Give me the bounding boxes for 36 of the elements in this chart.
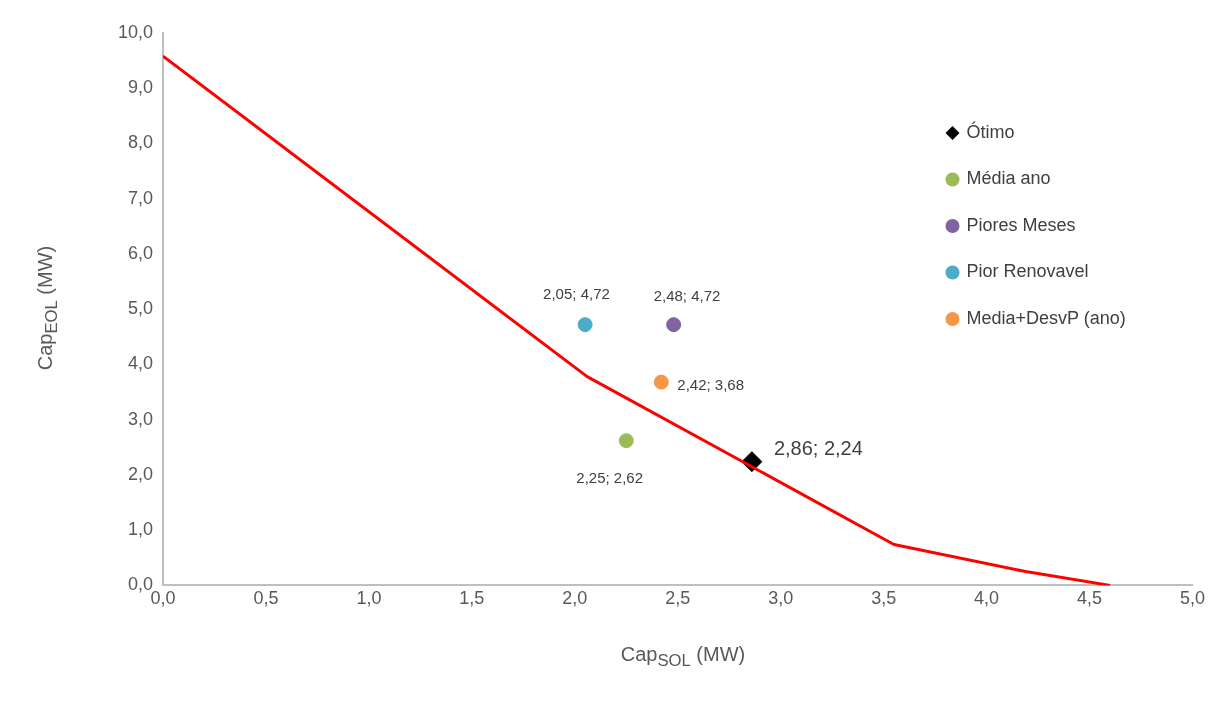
point — [618, 433, 634, 449]
y-tick-label: 8,0 — [128, 132, 154, 153]
y-tick-label: 3,0 — [128, 408, 154, 429]
x-tick-label: 2,5 — [665, 588, 691, 609]
y-tick-label: 9,0 — [128, 77, 154, 98]
x-tick-label: 4,5 — [1077, 588, 1103, 609]
y-tick-label: 7,0 — [128, 187, 154, 208]
point — [666, 317, 682, 333]
data-label: 2,48; 4,72 — [653, 286, 721, 304]
point — [653, 374, 669, 390]
x-tick-label: 1,0 — [356, 588, 382, 609]
x-tick-label: 0,5 — [253, 588, 279, 609]
point — [577, 317, 593, 333]
y-tick-label: 5,0 — [128, 298, 154, 319]
x-tick-label: 1,5 — [459, 588, 485, 609]
y-tick-label: 2,0 — [128, 463, 154, 484]
data-label: 2,05; 4,72 — [543, 284, 610, 302]
data-label: 2,86; 2,24 — [773, 437, 863, 460]
data-label: 2,42; 3,68 — [677, 376, 745, 394]
x-tick-label: 3,0 — [768, 588, 794, 609]
x-axis-title: Cap$_{SOL}$ (MW) — [619, 643, 747, 671]
x-tick-label: 2,0 — [562, 588, 588, 609]
y-tick-label: 4,0 — [128, 353, 154, 374]
legend-label: Media+DesvP (ano) — [966, 307, 1126, 328]
x-tick-label: 0,0 — [150, 588, 176, 609]
y-tick-label: 10,0 — [117, 21, 154, 42]
y-tick-label: 1,0 — [128, 519, 154, 540]
x-tick-label: 5,0 — [1179, 588, 1205, 609]
legend-label: Pior Renovavel — [966, 261, 1089, 282]
legend-label: Média ano — [966, 168, 1051, 189]
x-tick-label: 4,0 — [974, 588, 1000, 609]
data-label: 2,25; 2,62 — [576, 468, 644, 486]
x-tick-label: 3,5 — [871, 588, 897, 609]
legend-label: Piores Meses — [966, 214, 1076, 235]
y-tick-label: 6,0 — [128, 242, 154, 263]
legend-label: Ótimo — [966, 120, 1015, 142]
